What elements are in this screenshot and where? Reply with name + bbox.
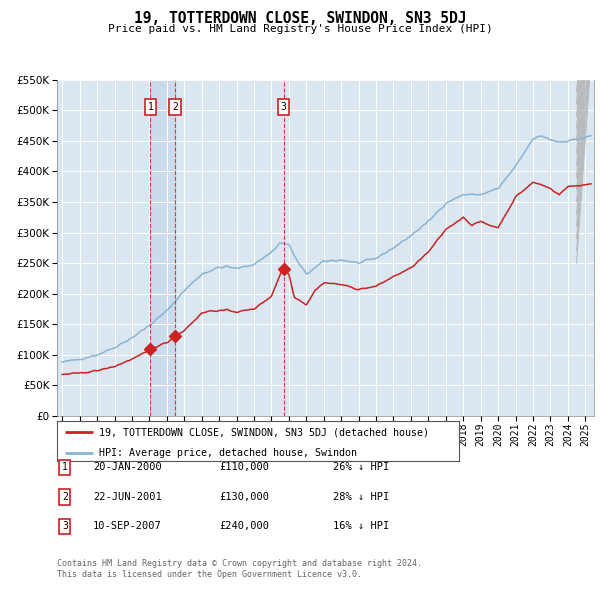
Text: £240,000: £240,000 (219, 522, 269, 531)
Text: Contains HM Land Registry data © Crown copyright and database right 2024.: Contains HM Land Registry data © Crown c… (57, 559, 422, 568)
Text: 2: 2 (172, 102, 178, 112)
Text: 1: 1 (148, 102, 153, 112)
Text: HPI: Average price, detached house, Swindon: HPI: Average price, detached house, Swin… (99, 448, 357, 458)
Text: 1: 1 (62, 463, 68, 472)
Text: 2: 2 (62, 492, 68, 502)
Text: 19, TOTTERDOWN CLOSE, SWINDON, SN3 5DJ: 19, TOTTERDOWN CLOSE, SWINDON, SN3 5DJ (134, 11, 466, 25)
Text: 3: 3 (281, 102, 286, 112)
Text: 3: 3 (62, 522, 68, 531)
Text: 22-JUN-2001: 22-JUN-2001 (93, 492, 162, 502)
Text: 19, TOTTERDOWN CLOSE, SWINDON, SN3 5DJ (detached house): 19, TOTTERDOWN CLOSE, SWINDON, SN3 5DJ (… (99, 428, 429, 438)
Text: 10-SEP-2007: 10-SEP-2007 (93, 522, 162, 531)
Text: 26% ↓ HPI: 26% ↓ HPI (333, 463, 389, 472)
Text: £110,000: £110,000 (219, 463, 269, 472)
Text: This data is licensed under the Open Government Licence v3.0.: This data is licensed under the Open Gov… (57, 571, 362, 579)
Text: 16% ↓ HPI: 16% ↓ HPI (333, 522, 389, 531)
Text: 20-JAN-2000: 20-JAN-2000 (93, 463, 162, 472)
Bar (151, 80, 175, 416)
Text: £130,000: £130,000 (219, 492, 269, 502)
Text: Price paid vs. HM Land Registry's House Price Index (HPI): Price paid vs. HM Land Registry's House … (107, 24, 493, 34)
Text: 28% ↓ HPI: 28% ↓ HPI (333, 492, 389, 502)
